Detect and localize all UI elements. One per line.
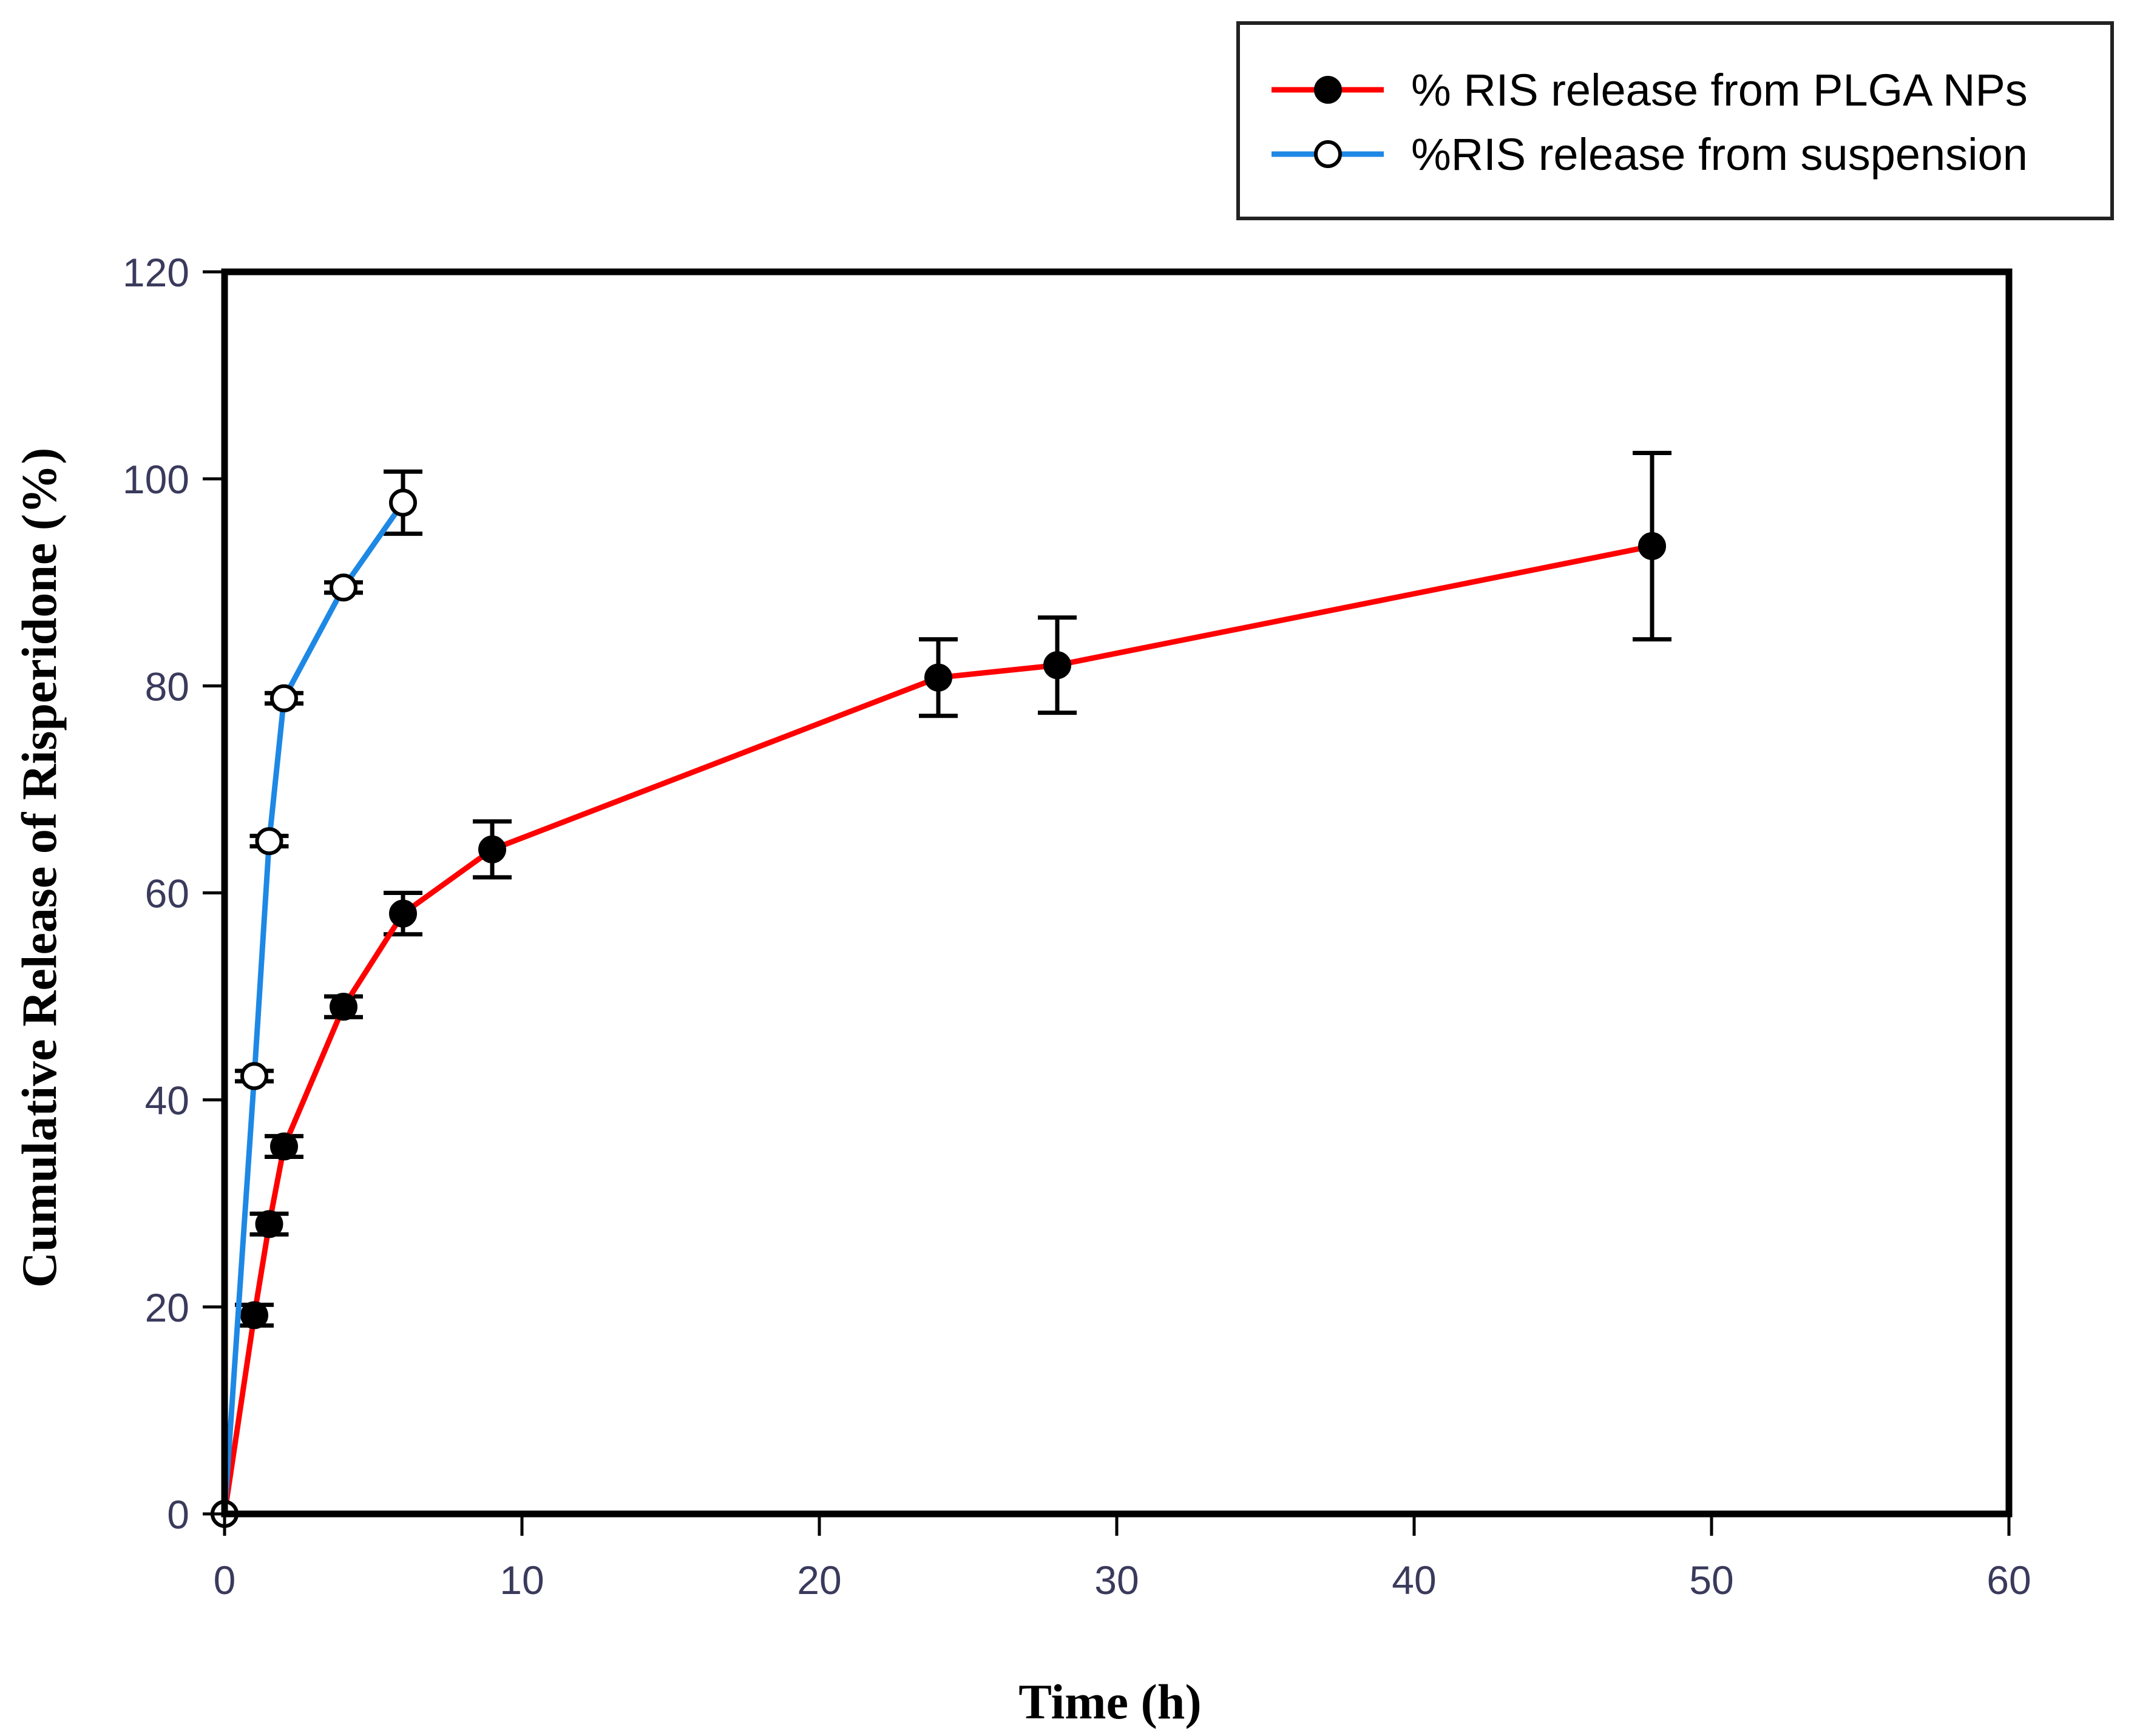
data-point-open [270,684,298,712]
y-tick-label: 40 [145,1078,189,1123]
data-point-filled [1638,532,1666,561]
data-point-filled [330,993,357,1021]
data-point-filled [1043,651,1071,680]
legend-box [1236,21,2114,220]
x-tick-label: 0 [214,1558,236,1603]
x-axis-title: Time (h) [1018,1674,1201,1729]
y-tick-label: 120 [123,250,189,295]
data-point-filled [924,663,952,692]
data-point-open [389,488,417,517]
y-tick-label: 20 [145,1285,189,1330]
y-tick-label: 100 [123,457,189,502]
data-point-filled [240,1301,268,1329]
y-tick-label: 0 [167,1492,189,1537]
y-tick-label: 80 [145,664,189,709]
x-tick-label: 60 [1986,1558,2031,1603]
data-point-filled [389,899,417,928]
axes: 0 20 40 60 80 100 120 0 10 20 30 40 50 60 [123,250,2031,1603]
plot-area [211,451,1671,1528]
y-tick-label: 60 [145,871,189,916]
x-tick-label: 20 [797,1558,841,1603]
legend-label: %RIS release from suspension [1411,129,2028,180]
plot-frame [221,268,2013,1518]
data-point-open [255,827,283,856]
series-1 [211,451,1671,1528]
series-2 [211,469,422,1528]
data-point-open [240,1062,268,1090]
x-tick-label: 10 [500,1558,544,1603]
x-tick-label: 40 [1392,1558,1436,1603]
data-point-open [330,573,357,602]
data-point-filled [270,1132,298,1161]
y-axis-title: Cumulative Release of Risperidone (%) [12,448,67,1288]
series-line [222,501,405,1515]
data-point-filled [255,1210,283,1238]
legend-swatch-marker [1314,76,1342,104]
legend-label: % RIS release from PLGA NPs [1411,65,2028,115]
data-point-filled [478,835,506,863]
x-tick-label: 30 [1094,1558,1139,1603]
series-line [222,543,1653,1515]
x-tick-label: 50 [1689,1558,1733,1603]
legend-swatch-marker [1314,140,1342,168]
legend: % RIS release from PLGA NPs %RIS release … [1236,21,2114,220]
